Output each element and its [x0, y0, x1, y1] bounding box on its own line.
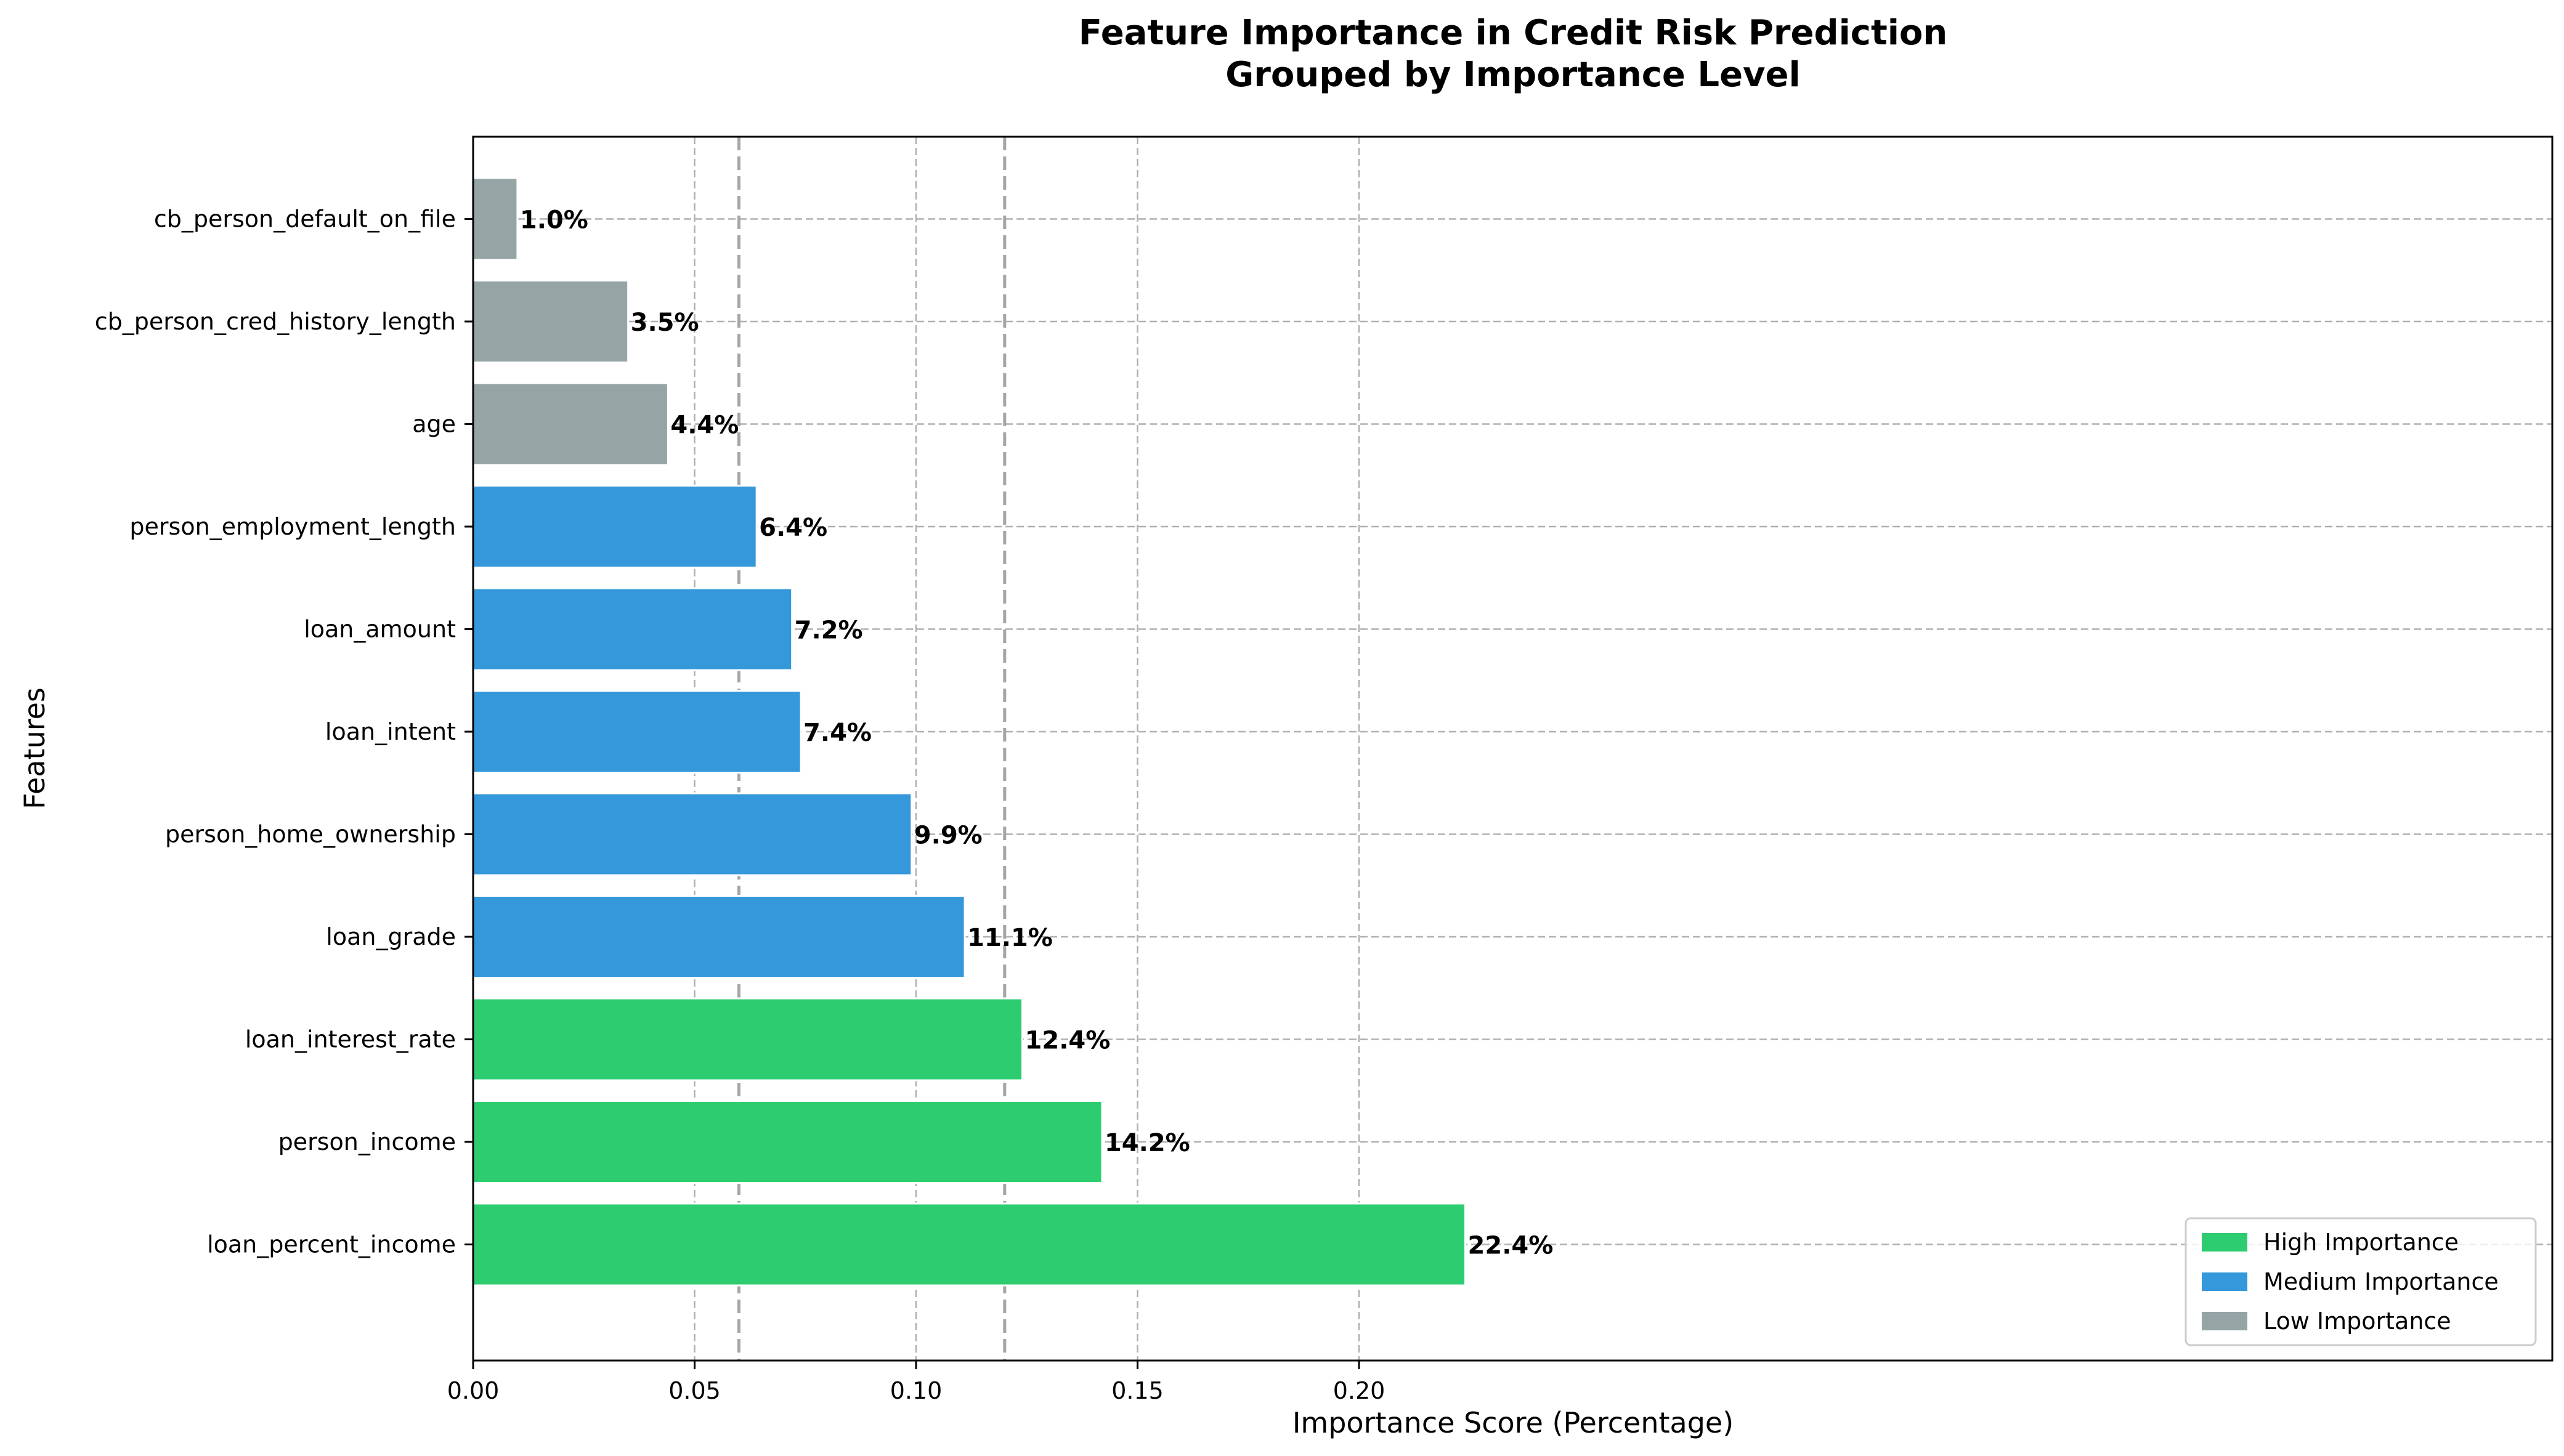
data-label-person_income: 14.2% — [1105, 1129, 1190, 1157]
legend: High Importance Medium Importance Low Impo… — [2185, 1217, 2537, 1346]
bar-person_income — [472, 1100, 1103, 1184]
data-label-cb_person_cred_history_length: 3.5% — [631, 309, 699, 337]
legend-swatch-high — [2202, 1233, 2247, 1252]
x-tick-label: 0.05 — [668, 1377, 721, 1404]
bar-loan_intent — [472, 690, 802, 774]
x-tick-label: 0.00 — [447, 1377, 500, 1404]
bar-loan_interest_rate — [472, 997, 1024, 1082]
legend-label-low: Low Importance — [2263, 1308, 2451, 1335]
bar-person_employment_length — [472, 485, 758, 568]
plot-frame — [472, 135, 2554, 1362]
data-label-person_employment_length: 6.4% — [759, 514, 827, 542]
y-axis-label: Features — [18, 687, 51, 809]
y-tick-label-loan_intent: loan_intent — [325, 718, 456, 745]
bar-age — [472, 382, 669, 466]
data-label-person_home_ownership: 9.9% — [914, 822, 983, 850]
x-tick-label: 0.10 — [890, 1377, 943, 1404]
bar-cb_person_default_on_file — [472, 177, 519, 261]
data-label-loan_percent_income: 22.4% — [1468, 1232, 1554, 1260]
legend-label-high: High Importance — [2263, 1229, 2459, 1256]
data-label-loan_intent: 7.4% — [803, 719, 872, 747]
x-tick-label: 0.20 — [1333, 1377, 1385, 1404]
data-label-cb_person_default_on_file: 1.0% — [520, 206, 588, 235]
bar-loan_grade — [472, 895, 966, 979]
y-tick-label-loan_percent_income: loan_percent_income — [207, 1231, 456, 1258]
data-labels-layer: 22.4% 14.2% 12.4% 11.1% 9.9% 7.4% 7.2% 6.4% 4.4%… — [520, 206, 1553, 1260]
data-label-loan_amount: 7.2% — [795, 617, 863, 645]
y-tick-label-age: age — [412, 411, 456, 438]
bar-person_home_ownership — [472, 792, 913, 876]
data-label-loan_grade: 11.1% — [967, 924, 1053, 952]
y-tick-label-loan_amount: loan_amount — [304, 616, 456, 643]
legend-box — [2185, 1217, 2537, 1346]
bar-loan_percent_income — [472, 1202, 1467, 1287]
chart-subtitle: Grouped by Importance Level — [1225, 55, 1800, 95]
data-label-age: 4.4% — [670, 411, 739, 440]
data-label-loan_interest_rate: 12.4% — [1025, 1027, 1111, 1055]
bar-loan_amount — [472, 587, 793, 671]
x-axis-label: Importance Score (Percentage) — [1292, 1406, 1734, 1439]
y-tick-label-cb_person_default_on_file: cb_person_default_on_file — [154, 206, 456, 233]
legend-items: High Importance Medium Importance Low Impo… — [2202, 1229, 2499, 1335]
y-tick-label-cb_person_cred_history_length: cb_person_cred_history_length — [95, 308, 456, 335]
y-tick-label-person_employment_length: person_employment_length — [129, 513, 456, 540]
legend-swatch-low — [2202, 1312, 2247, 1330]
y-tick-label-person_income: person_income — [278, 1128, 456, 1155]
bar-cb_person_cred_history_length — [472, 280, 630, 363]
y-tick-label-loan_grade: loan_grade — [326, 923, 456, 950]
bars-layer — [472, 177, 1467, 1287]
y-tick-label-person_home_ownership: person_home_ownership — [165, 821, 456, 848]
x-tick-label: 0.15 — [1111, 1377, 1164, 1404]
legend-label-medium: Medium Importance — [2263, 1268, 2499, 1295]
legend-swatch-medium — [2202, 1272, 2247, 1291]
chart-title: Feature Importance in Credit Risk Predic… — [1079, 13, 1948, 53]
grid-layer — [472, 137, 2552, 1361]
y-axis: loan_percent_income person_income loan_int… — [95, 206, 473, 1258]
y-tick-label-loan_interest_rate: loan_interest_rate — [245, 1026, 456, 1053]
x-axis: 0.00 0.05 0.10 0.15 0.20 — [447, 1361, 1385, 1404]
